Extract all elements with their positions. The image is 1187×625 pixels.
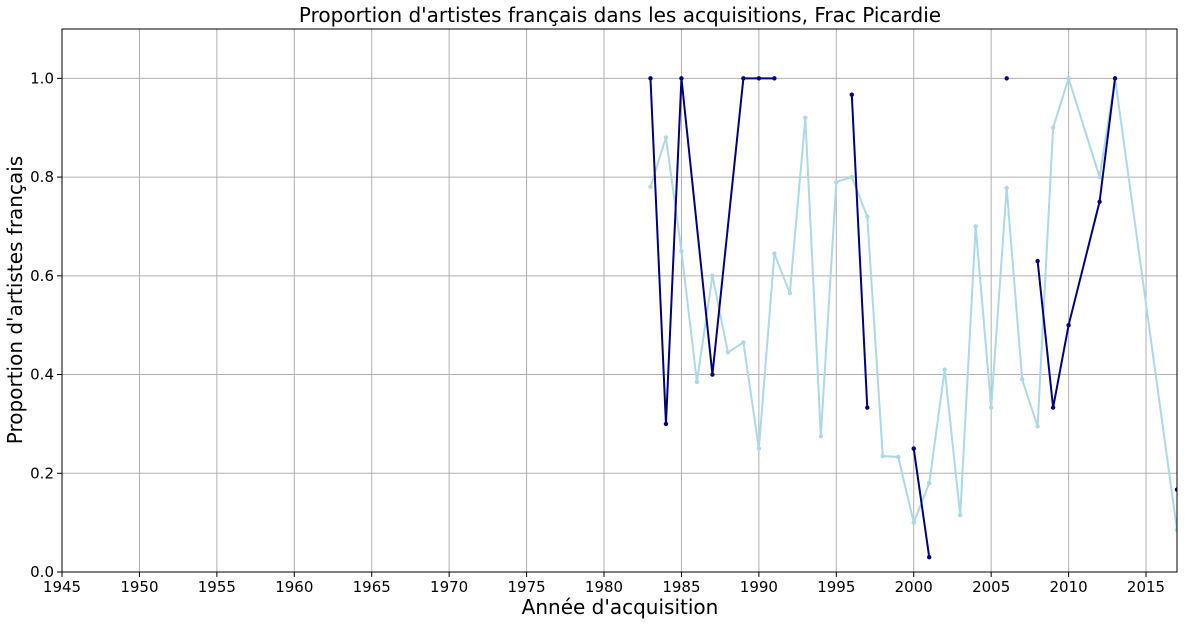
data-point <box>973 224 978 229</box>
data-point <box>694 379 700 385</box>
data-point <box>741 340 746 345</box>
data-point <box>1174 527 1177 533</box>
data-point <box>896 454 901 460</box>
data-point <box>756 76 762 81</box>
data-point <box>756 446 762 451</box>
plot-series <box>648 76 1177 560</box>
x-tick-label: 1995 <box>817 578 855 596</box>
data-point <box>880 453 885 459</box>
x-tick-label: 1990 <box>740 578 778 596</box>
data-point <box>772 76 777 81</box>
series-1 <box>648 76 1177 533</box>
data-point <box>818 434 824 439</box>
data-point <box>741 76 746 81</box>
y-tick-label: 1.0 <box>30 69 54 87</box>
data-point <box>1050 405 1056 410</box>
x-tick-label: 1980 <box>585 578 623 596</box>
data-point <box>927 480 932 486</box>
series-line <box>850 94 869 408</box>
series-line <box>649 77 775 425</box>
data-point <box>1004 76 1009 81</box>
data-point <box>1050 125 1056 130</box>
x-tick-label: 2000 <box>895 578 933 596</box>
y-tick-label: 0.8 <box>30 168 54 186</box>
x-tick-label: 2015 <box>1127 578 1165 596</box>
data-point <box>648 184 653 190</box>
data-point <box>942 367 947 372</box>
x-tick-label: 2005 <box>972 578 1010 596</box>
data-point <box>772 251 777 256</box>
axis-ticks: 1945 1950 1955 1960 1965 1970 1975 1980 1985 1990… <box>30 69 1165 596</box>
x-tick-label: 1975 <box>507 578 545 596</box>
x-tick-label: 1955 <box>198 578 236 596</box>
x-tick-label: 1985 <box>662 578 700 596</box>
data-point <box>865 214 870 219</box>
data-point <box>1066 76 1071 81</box>
data-point <box>710 372 715 377</box>
x-tick-label: 1965 <box>353 578 391 596</box>
data-point <box>679 248 684 254</box>
x-tick-label: 1945 <box>43 578 81 596</box>
x-tick-label: 1950 <box>120 578 158 596</box>
data-point <box>725 350 731 355</box>
y-tick-label: 0.6 <box>30 267 54 285</box>
data-point <box>1019 377 1025 382</box>
data-point <box>1035 258 1040 264</box>
x-tick-label: 2010 <box>1050 578 1088 596</box>
data-point <box>927 554 932 560</box>
data-point <box>1097 174 1102 180</box>
data-point <box>849 92 854 97</box>
data-point <box>1097 199 1102 204</box>
data-point <box>849 174 854 180</box>
grid-lines <box>61 29 1177 573</box>
data-point <box>663 135 669 140</box>
series-line <box>1036 78 1117 409</box>
data-point <box>911 446 916 451</box>
data-point <box>1004 185 1009 191</box>
y-tick-label: 0.2 <box>30 464 54 482</box>
x-tick-label: 1960 <box>275 578 313 596</box>
series-2 <box>648 76 1177 560</box>
data-point <box>1066 322 1071 328</box>
plot-frame <box>61 28 1178 573</box>
x-tick-label: 1970 <box>430 578 468 596</box>
x-axis-label: Année d'acquisition <box>522 595 719 619</box>
data-point <box>787 290 793 296</box>
data-point <box>957 513 963 518</box>
data-point <box>803 115 808 121</box>
data-point <box>1112 76 1118 81</box>
y-tick-label: 0.4 <box>30 366 54 384</box>
data-point <box>1035 424 1040 429</box>
data-point <box>679 76 684 81</box>
data-point <box>834 179 839 185</box>
chart-title: Proportion d'artistes français dans les … <box>299 3 941 27</box>
data-point <box>648 76 653 81</box>
y-axis-label: Proportion d'artistes français <box>3 156 27 444</box>
y-tick-label: 0.0 <box>30 563 54 581</box>
data-point <box>710 273 715 279</box>
data-point <box>1174 487 1177 492</box>
data-point <box>663 421 669 427</box>
data-point <box>988 405 994 410</box>
series-line <box>912 448 931 558</box>
data-point <box>911 520 916 525</box>
data-point <box>865 405 870 410</box>
